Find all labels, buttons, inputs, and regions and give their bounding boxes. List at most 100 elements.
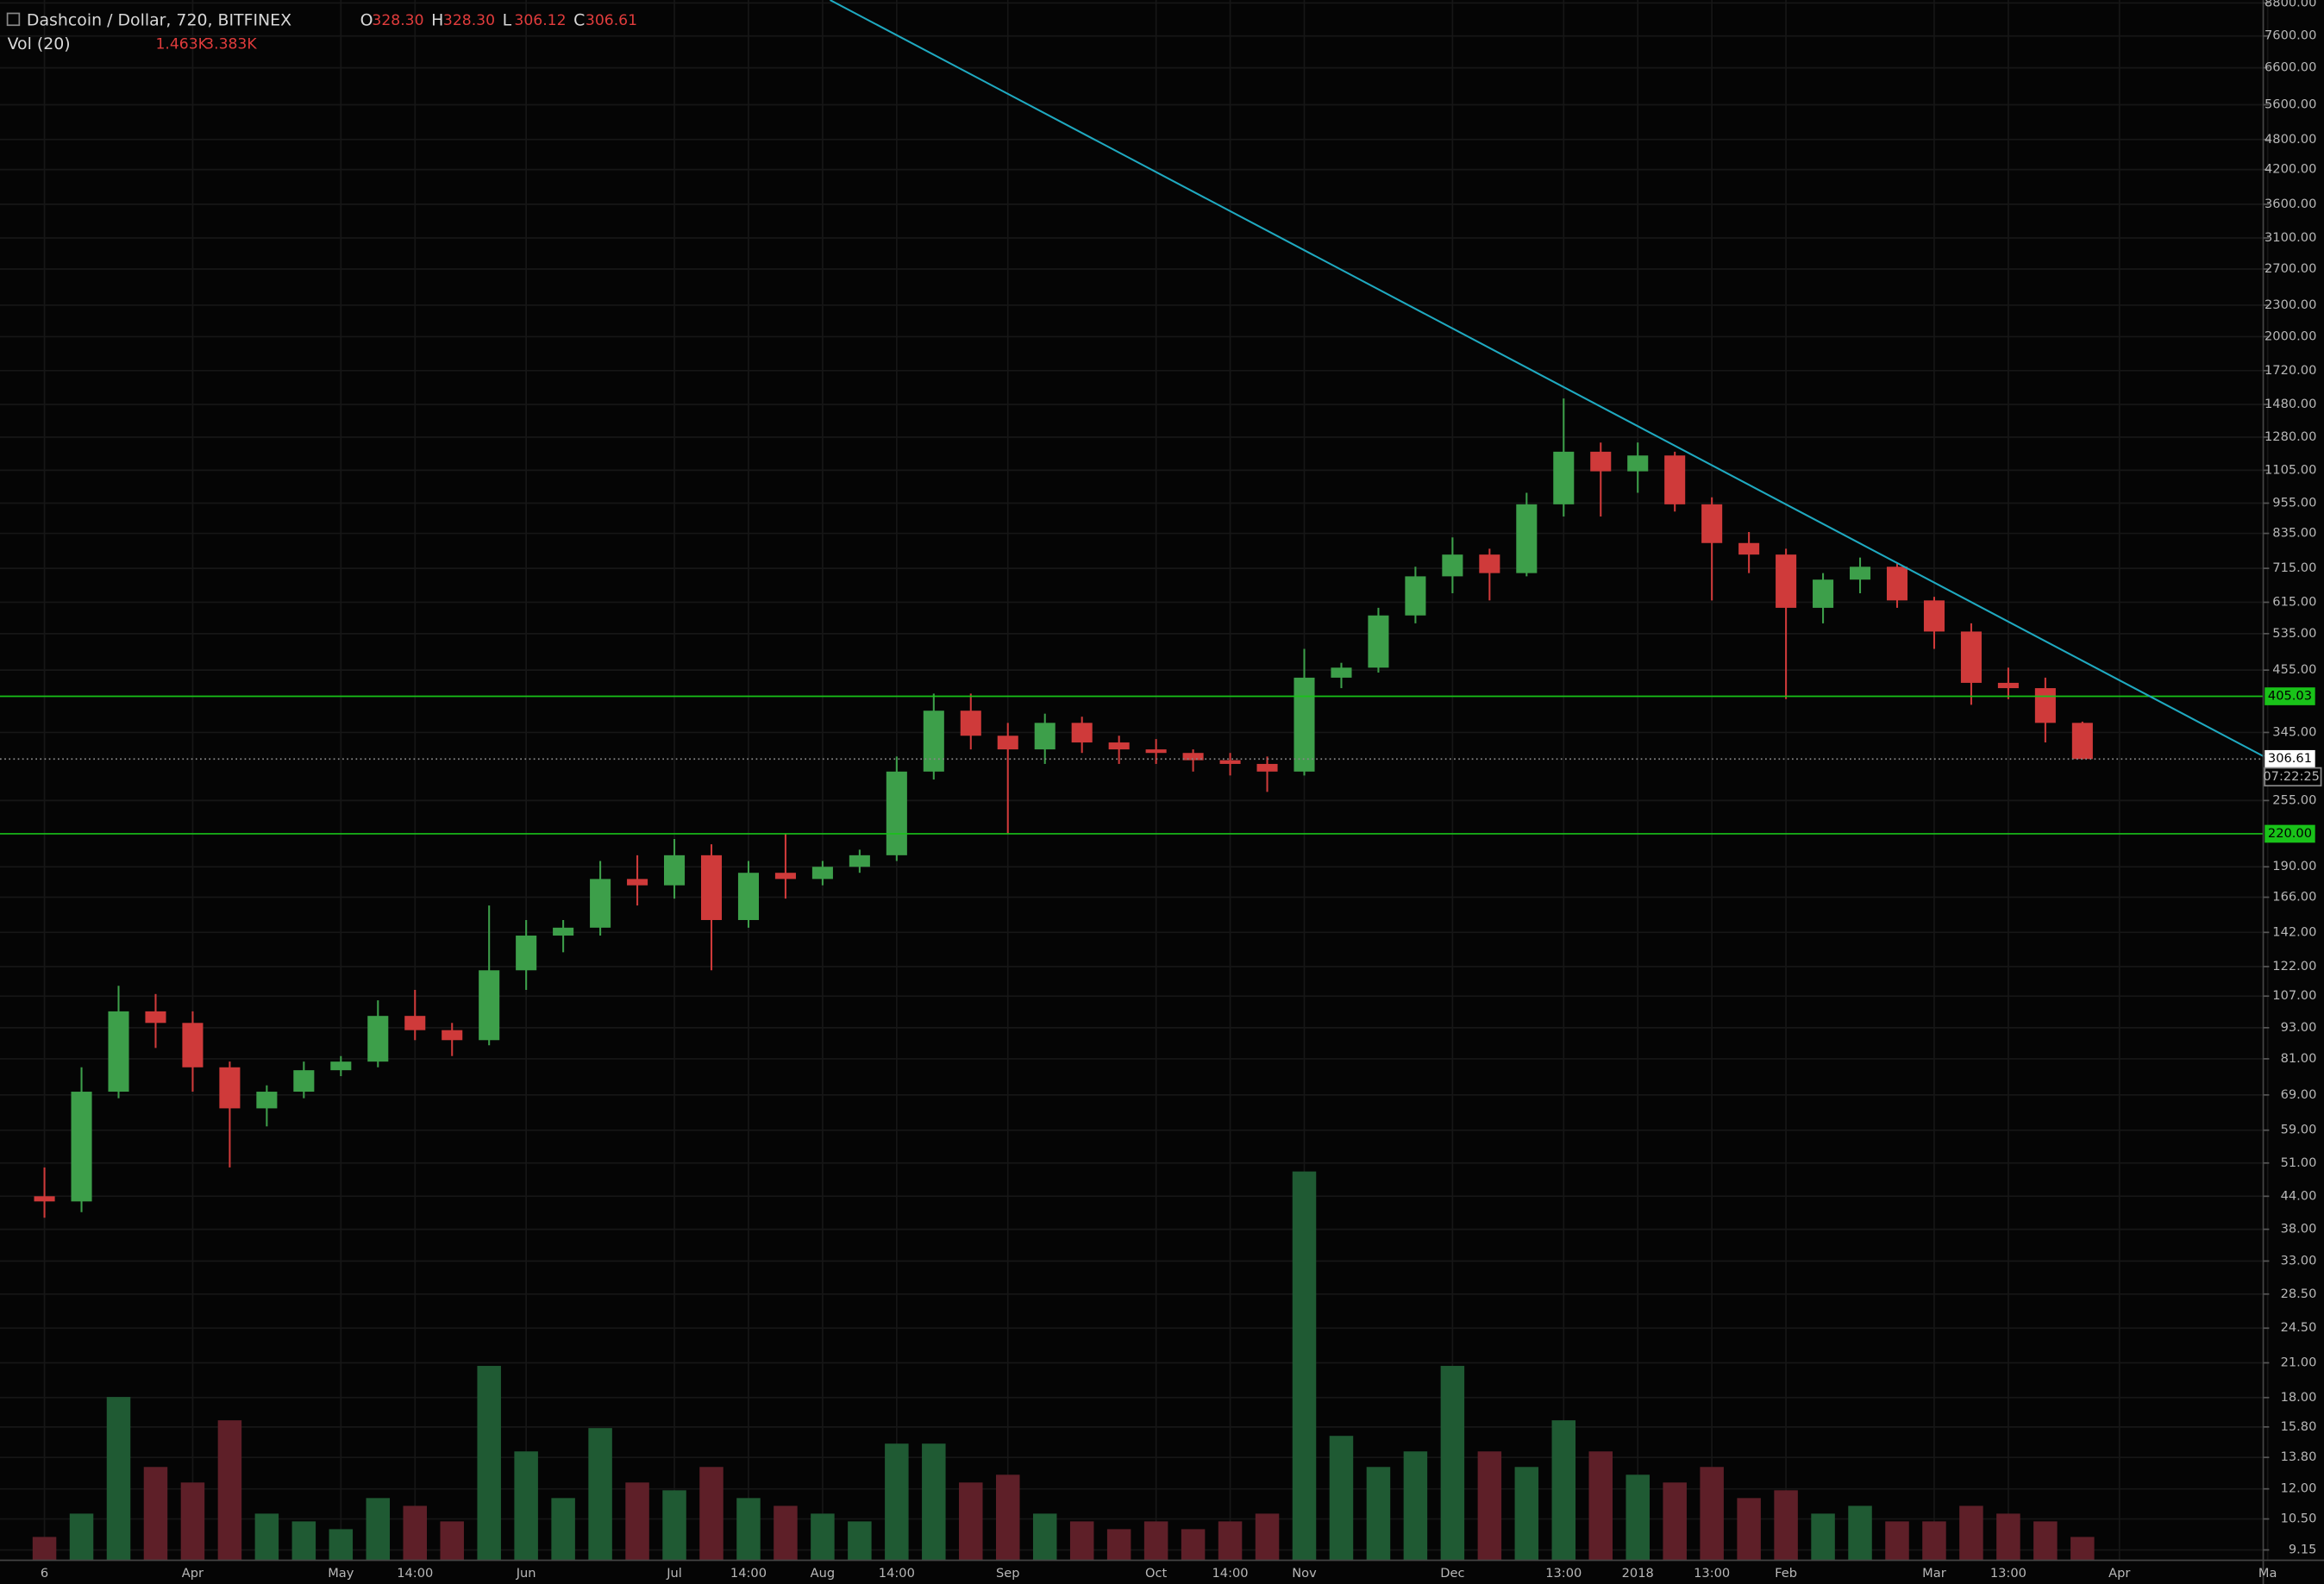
candle-body [1145, 749, 1167, 754]
x-tick-label: Ma [2258, 1566, 2277, 1581]
y-tick-label: 715.00 [2272, 560, 2316, 575]
y-tick-label: 8800.00 [2264, 0, 2316, 9]
support-label: 405.03 [2268, 689, 2312, 704]
volume-bar [1106, 1529, 1131, 1561]
x-tick-label: Nov [1292, 1566, 1317, 1581]
volume-bar [217, 1420, 242, 1561]
candle-body [1331, 667, 1352, 678]
candle-body [700, 855, 723, 920]
volume-bar [625, 1482, 649, 1561]
y-tick-label: 2700.00 [2264, 261, 2316, 276]
ohlc-value: 328.30 [372, 12, 423, 29]
y-tick-label: 166.00 [2272, 890, 2316, 905]
candle-body [811, 867, 833, 880]
candle-body [1368, 615, 1389, 668]
volume-bar [959, 1482, 983, 1561]
y-tick-label: 835.00 [2272, 526, 2316, 541]
candle-body [1590, 451, 1612, 472]
volume-bar [1848, 1506, 1872, 1561]
volume-bar [699, 1467, 724, 1561]
y-tick-label: 2000.00 [2264, 329, 2316, 343]
candle-body [1294, 677, 1315, 772]
x-tick-label: Jun [516, 1566, 536, 1581]
support-label-bg [2264, 687, 2315, 705]
x-tick-label: May [328, 1566, 354, 1581]
x-tick-label: 14:00 [730, 1566, 767, 1581]
candle-body [1960, 631, 1982, 683]
price-pane [0, 0, 2264, 1218]
volume-pane [32, 1171, 2095, 1561]
volume-bar [1477, 1451, 1502, 1561]
y-tick-label: 142.00 [2272, 924, 2316, 939]
candle-body [1886, 567, 1908, 601]
candle-body [1997, 682, 2019, 689]
y-tick-label: 69.00 [2281, 1087, 2317, 1102]
candle-body [997, 736, 1018, 750]
candle-body [627, 879, 648, 886]
collapse-icon[interactable] [6, 12, 21, 27]
x-tick-label: Sep [996, 1566, 1020, 1581]
last-price-label: 306.61 [2268, 751, 2312, 766]
volume-bar [1403, 1451, 1428, 1561]
volume-bar [2033, 1521, 2058, 1561]
candle-body [516, 936, 537, 971]
x-tick-label: 14:00 [879, 1566, 915, 1581]
candle-body [590, 879, 611, 928]
candle-body [1850, 567, 1871, 580]
volume-bar [254, 1513, 279, 1561]
candle-body [1479, 554, 1500, 573]
candle-body [1701, 504, 1723, 543]
volume-bar [1737, 1498, 1761, 1561]
volume-bar [736, 1498, 761, 1561]
candle-body [330, 1061, 352, 1071]
y-tick-label: 12.00 [2281, 1481, 2317, 1496]
volume-bar [2070, 1537, 2095, 1561]
volume-bar [1255, 1513, 1280, 1561]
y-tick-label: 6600.00 [2264, 60, 2316, 75]
countdown-bg [2264, 767, 2322, 787]
ohlc-value: 306.12 [514, 12, 566, 29]
candle-body [1108, 742, 1130, 750]
trendline [830, 0, 2264, 758]
x-tick-label: 13:00 [1545, 1566, 1582, 1581]
candle-body [1256, 763, 1278, 772]
y-tick-label: 38.00 [2281, 1222, 2317, 1237]
candle-body [737, 873, 759, 920]
volume-indicator[interactable]: Vol (20) [8, 34, 71, 53]
y-tick-label: 10.50 [2281, 1512, 2317, 1526]
y-tick-label: 2300.00 [2264, 297, 2316, 312]
countdown: 07:22:25 [2263, 769, 2320, 784]
volume-bar [1366, 1467, 1391, 1561]
candle-body [923, 711, 944, 772]
y-tick-label: 81.00 [2281, 1051, 2317, 1066]
y-tick-label: 33.00 [2281, 1253, 2317, 1268]
y-tick-label: 190.00 [2272, 859, 2316, 873]
candle-body [886, 771, 907, 855]
candle-body [849, 855, 870, 867]
y-tick-label: 3100.00 [2264, 230, 2316, 245]
volume-bar [922, 1443, 946, 1561]
y-tick-label: 28.50 [2281, 1287, 2317, 1301]
volume-bar [1885, 1521, 1909, 1561]
y-tick-label: 4800.00 [2264, 132, 2316, 147]
volume-bar [1588, 1451, 1613, 1561]
candle-body [1442, 554, 1463, 577]
volume-bar [1329, 1436, 1354, 1561]
candle-body [1034, 723, 1056, 750]
volume-bar [848, 1521, 872, 1561]
y-tick-label: 122.00 [2272, 959, 2316, 974]
symbol[interactable]: Dashcoin / Dollar, 720, BITFINEX [27, 11, 291, 30]
x-tick-label: Feb [1775, 1566, 1797, 1581]
candle-body [960, 711, 981, 736]
volume-bar [403, 1506, 427, 1561]
last-price-bg [2264, 749, 2315, 768]
volume-value: 1.463K [155, 36, 208, 53]
candle-body [71, 1092, 92, 1202]
y-tick-label: 615.00 [2272, 594, 2316, 609]
x-tick-label: Jul [666, 1566, 682, 1581]
volume-bar [1996, 1513, 2020, 1561]
candle-body [108, 1011, 129, 1093]
y-tick-label: 5600.00 [2264, 97, 2316, 112]
